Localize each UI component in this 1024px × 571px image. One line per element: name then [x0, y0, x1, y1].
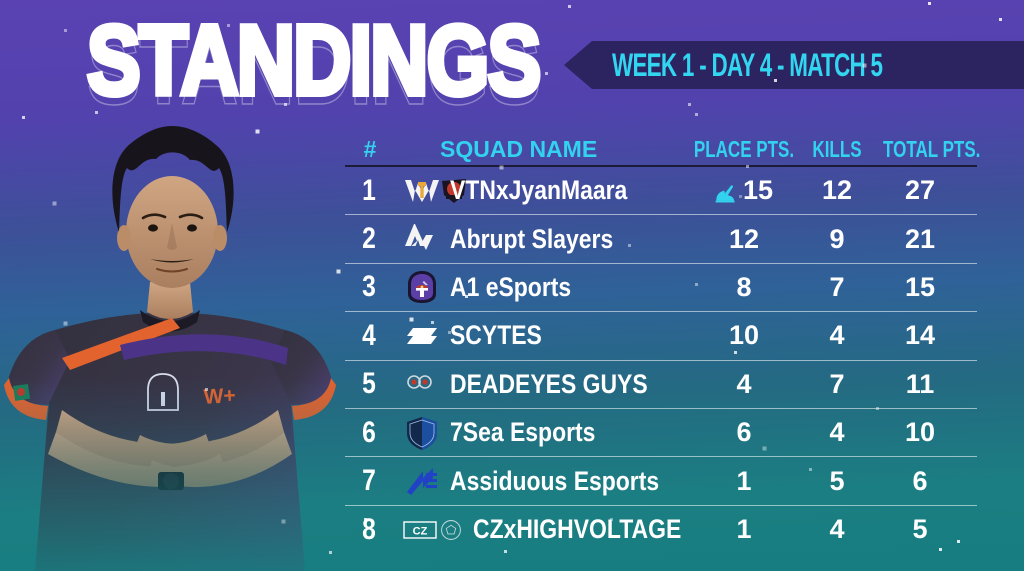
- svg-text:W+: W+: [203, 384, 236, 409]
- svg-text:CZ: CZ: [413, 525, 428, 537]
